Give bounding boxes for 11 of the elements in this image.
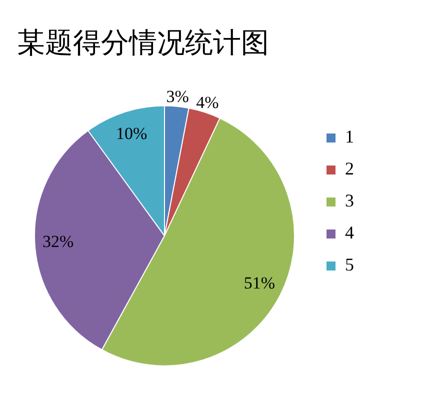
legend-label: 1 [345, 126, 354, 147]
data-label: 3% [166, 86, 189, 106]
data-label: 51% [244, 274, 276, 293]
data-label: 10% [116, 124, 148, 143]
data-label: 4% [196, 92, 219, 112]
data-label: 32% [42, 232, 74, 251]
legend-label: 4 [345, 222, 354, 243]
legend-label: 5 [345, 254, 354, 275]
legend-label: 3 [345, 190, 354, 211]
chart-title: 某题得分情况统计图 [17, 28, 269, 60]
legend-label: 2 [345, 158, 354, 179]
